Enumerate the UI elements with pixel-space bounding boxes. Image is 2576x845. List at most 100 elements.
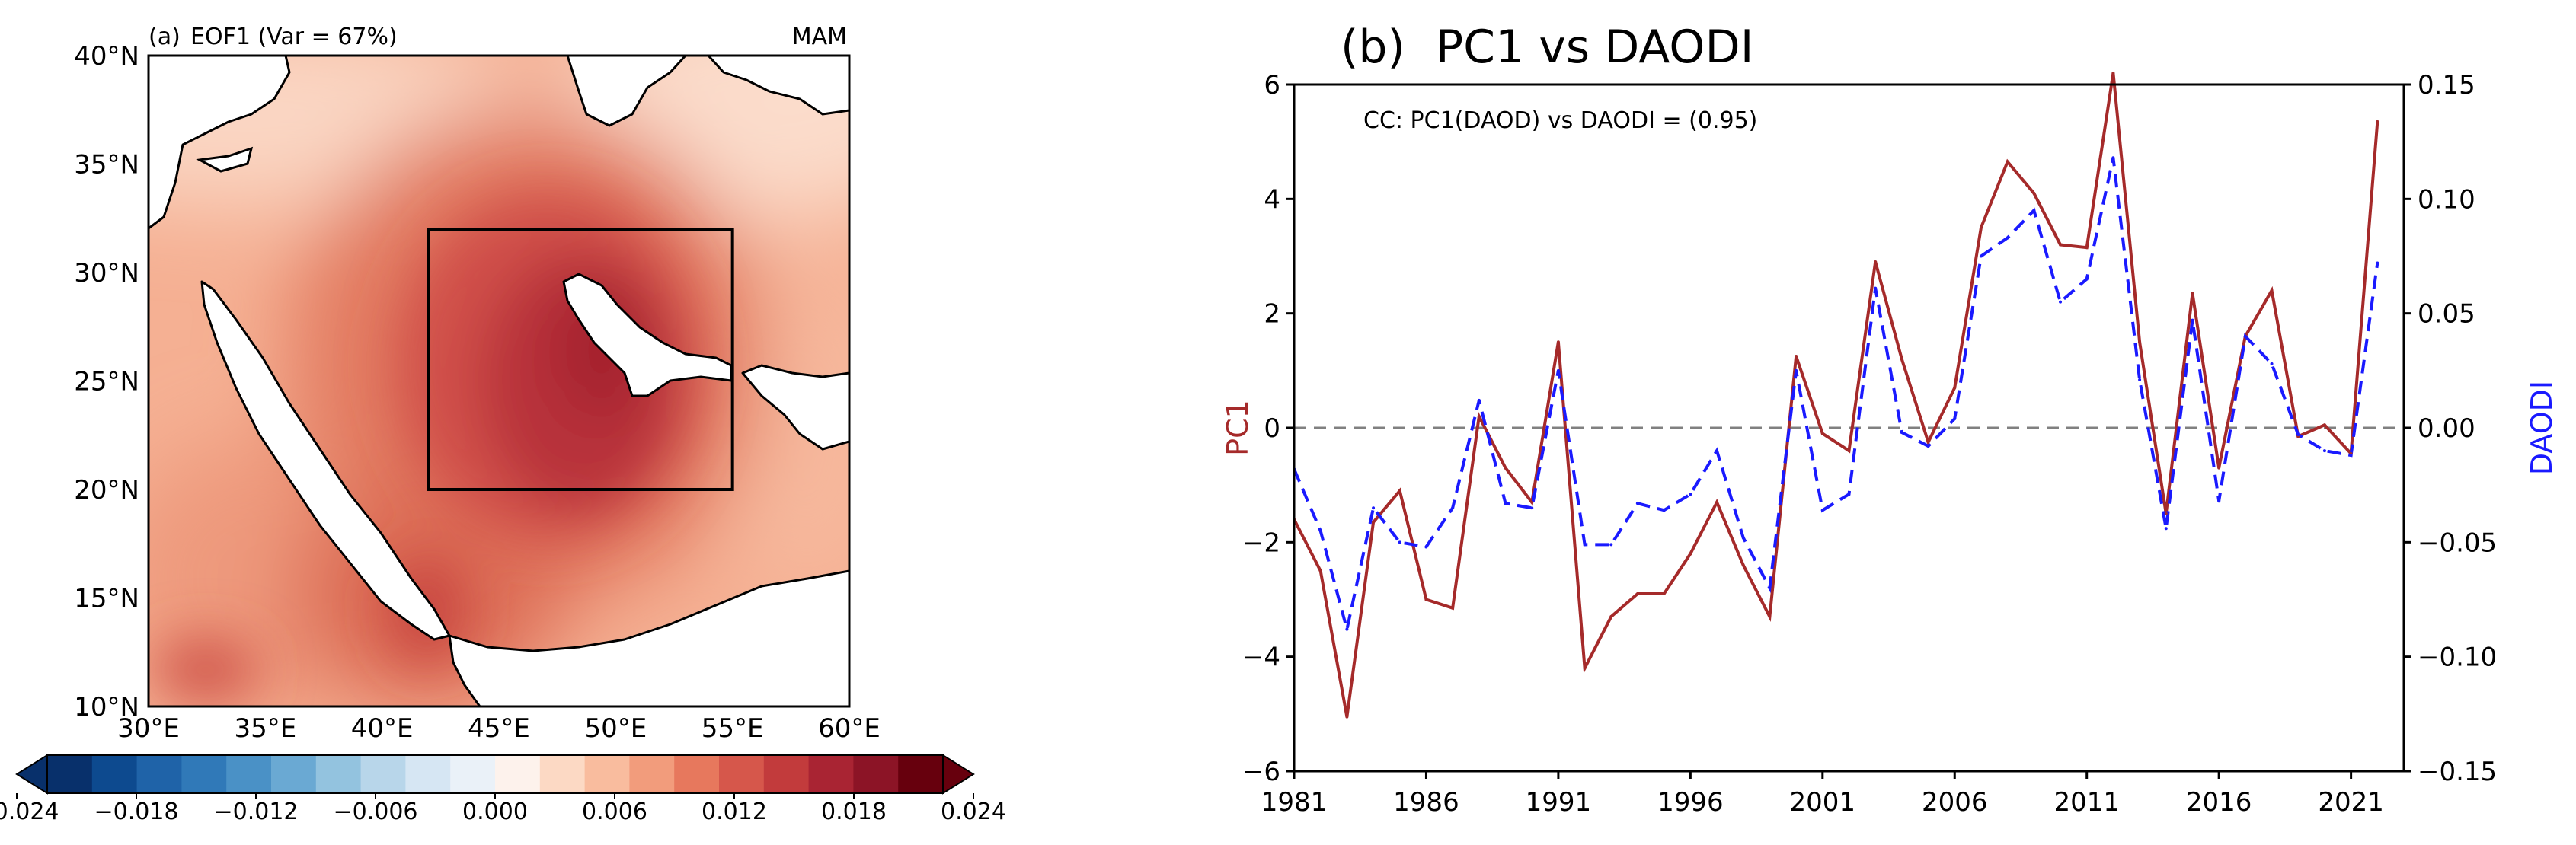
correlation-annotation: CC: PC1(DAOD) vs DAODI = (0.95) [1363, 107, 1757, 134]
colorbar-segment [91, 755, 138, 793]
daodi-point [2243, 334, 2247, 338]
pc1-point [2059, 243, 2063, 247]
colorbar-tick-label: 0.012 [702, 799, 767, 825]
daodi-point [1953, 416, 1957, 420]
colorbar-segment [584, 755, 630, 793]
pc1-point [2191, 292, 2194, 295]
daodi-point [1874, 286, 1878, 290]
daodi-point [2376, 261, 2379, 265]
pc1-point [1504, 466, 1507, 470]
panel-a-title: EOF1 (Var = 67%) [190, 24, 398, 50]
right-tick-label: 0.05 [2418, 299, 2475, 330]
daodi-point [1609, 543, 1613, 547]
daodi-point [1847, 493, 1851, 496]
pc1-point [2006, 160, 2009, 164]
season-label: MAM [792, 24, 847, 50]
colorbar-extend-max [942, 754, 975, 795]
daodi-point [1820, 509, 1824, 512]
latitude-ticks: 40°N 35°N 30°N 25°N 20°N 15°N 10°N [74, 41, 139, 722]
daodi-point [2322, 449, 2326, 453]
left-tick-label: −6 [1242, 757, 1280, 787]
daodi-point [2191, 318, 2194, 322]
colorbar-segment [450, 755, 496, 793]
pc1-point [1556, 340, 1560, 344]
daodi-point [1900, 431, 1903, 435]
longitude-ticks: 30°E 35°E 40°E 45°E 50°E 55°E 60°E [117, 713, 881, 744]
daodi-point [1424, 545, 1428, 549]
lon-tick-label: 60°E [818, 713, 881, 744]
colorbar-segment [719, 755, 765, 793]
lon-tick-label: 50°E [584, 713, 647, 744]
daodi-point [1662, 509, 1666, 512]
right-y-ticks: −0.15 −0.10 −0.05 0.00 0.05 0.10 0.15 [2404, 70, 2497, 787]
pc1-point [1477, 414, 1481, 418]
colorbar-segment [808, 755, 854, 793]
daodi-point [2296, 433, 2300, 437]
daodi-point [2270, 362, 2274, 365]
pc1-point [2032, 191, 2036, 195]
panel-b-title: PC1 vs DAODI [1436, 21, 1753, 74]
colorbar-tick-label: −0.006 [333, 799, 417, 825]
lat-tick-label: 40°N [74, 41, 139, 72]
left-tick-label: −4 [1242, 643, 1280, 673]
left-tick-label: 4 [1264, 184, 1280, 215]
pc1-point [1874, 260, 1878, 264]
pc1-point [1662, 592, 1666, 595]
daodi-point [1372, 506, 1376, 510]
colorbar-tick-label: 0.000 [462, 799, 528, 825]
colorbar-segment [226, 755, 272, 793]
lat-tick-label: 25°N [74, 367, 139, 397]
pc1-point [2111, 71, 2115, 75]
daodi-point [1926, 445, 1930, 448]
colorbar-segment [898, 755, 944, 793]
pc1-point [1530, 500, 1534, 504]
colorbar-segment [629, 755, 675, 793]
left-y-ticks: −6 −4 −2 0 2 4 6 [1242, 70, 1294, 787]
daodi-point [2085, 277, 2089, 281]
daodi-point [2349, 454, 2353, 458]
colorbar-segment [360, 755, 406, 793]
pc1-point [2270, 289, 2274, 292]
pc1-point [1424, 598, 1428, 601]
x-tick-label: 1991 [1526, 787, 1592, 818]
left-tick-label: −2 [1242, 528, 1280, 558]
lon-tick-label: 55°E [702, 713, 764, 744]
pc1-point [1820, 432, 1824, 435]
pc1-point [1689, 552, 1692, 556]
daodi-point [2138, 378, 2142, 381]
left-tick-label: 6 [1264, 70, 1280, 100]
y-axis-label-left: PC1 [1221, 400, 1254, 456]
pc1-point [1345, 715, 1349, 719]
lon-tick-label: 30°E [117, 713, 180, 744]
panel-a-label: (a) [149, 24, 181, 50]
daodi-point [1345, 627, 1349, 631]
pc1-point [1715, 500, 1719, 504]
lon-tick-label: 35°E [234, 713, 296, 744]
colorbar-tick-label: 0.024 [941, 799, 1006, 825]
colorbar-tick-label: 0.006 [582, 799, 647, 825]
lat-tick-label: 15°N [74, 584, 139, 614]
daodi-point [1689, 493, 1692, 496]
x-tick-label: 2006 [1922, 787, 1988, 818]
pc1-point [2376, 120, 2379, 123]
pc1-point [1979, 225, 1983, 229]
pc1-series [1293, 72, 2379, 717]
right-tick-label: 0.10 [2418, 184, 2475, 215]
colorbar-segment [47, 755, 93, 793]
right-tick-label: −0.10 [2418, 643, 2497, 673]
daodi-point [2217, 499, 2221, 503]
colorbar-tick-label: 0.018 [821, 799, 887, 825]
analysis-box [427, 228, 734, 491]
x-tick-label: 2001 [1790, 787, 1856, 818]
pc1-points [1293, 71, 2379, 719]
pc1-point [1398, 489, 1401, 493]
pc1-point [1372, 521, 1376, 525]
y-axis-label-right: DAODI [2525, 381, 2558, 475]
x-tick-label: 1986 [1393, 787, 1459, 818]
panel-b-label: (b) [1341, 21, 1405, 74]
daodi-point [2006, 236, 2009, 240]
pc1-point [1926, 440, 1930, 444]
daodi-point [2032, 209, 2036, 212]
daodi-point [1768, 586, 1772, 590]
colorbar-segment [495, 755, 541, 793]
